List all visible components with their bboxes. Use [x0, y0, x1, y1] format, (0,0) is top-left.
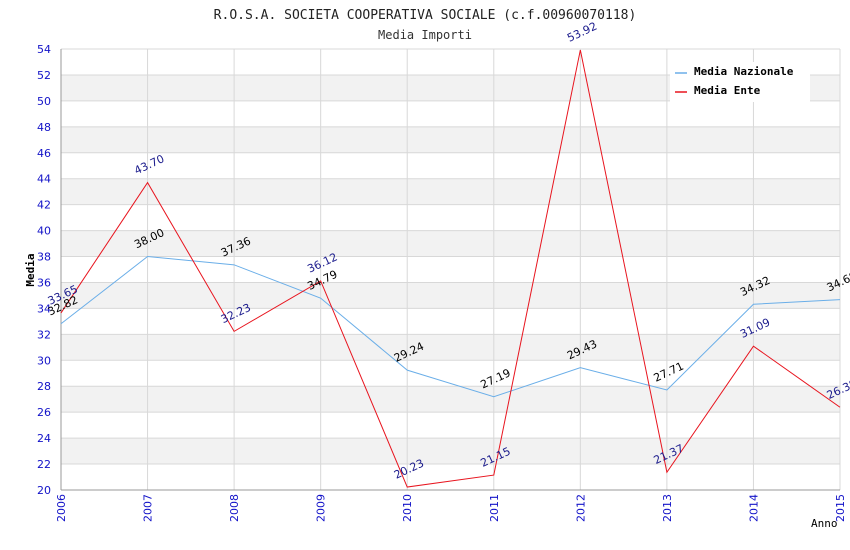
x-tick-label: 2009: [315, 494, 328, 522]
data-label-media-ente: 43.70: [132, 152, 166, 177]
y-axis-label: Media: [24, 253, 37, 286]
x-tick-label: 2013: [661, 494, 674, 522]
x-tick-label: 2014: [747, 494, 760, 522]
x-tick-label: 2012: [574, 494, 587, 522]
x-tick-label: 2006: [55, 494, 68, 522]
legend-box: [670, 62, 810, 102]
y-tick-label: 50: [37, 95, 51, 108]
grid-band: [61, 282, 840, 309]
data-label-media-ente: 53.92: [565, 20, 599, 45]
x-axis-label: Anno: [811, 517, 838, 530]
y-tick-label: 40: [37, 225, 51, 238]
y-tick-label: 48: [37, 121, 51, 134]
background-bands: [61, 74, 840, 465]
legend-label-media-nazionale: Media Nazionale: [694, 65, 794, 78]
gridlines: [60, 48, 841, 491]
grid-band: [61, 126, 840, 153]
y-tick-labels: 20 22 24 26 28 30 32 34 36 38 40 42 44 46 48 50 52 54: [37, 43, 51, 497]
chart-title: R.O.S.A. SOCIETA COOPERATIVA SOCIALE (c.…: [214, 8, 637, 23]
y-tick-label: 52: [37, 69, 51, 82]
y-tick-label: 32: [37, 328, 51, 341]
series-line-media-nazionale: [60, 256, 841, 398]
data-label-media-nazionale: 27.71: [652, 360, 686, 385]
x-tick-label: 2007: [142, 494, 155, 522]
grid-band: [61, 386, 840, 413]
series-lines: [60, 49, 841, 488]
data-label-media-ente: 26.38: [825, 377, 850, 402]
y-tick-label: 28: [37, 380, 51, 393]
x-tick-label: 2011: [488, 494, 501, 522]
y-tick-label: 36: [37, 276, 51, 289]
series-line-media-ente: [60, 49, 841, 488]
legend: Media Nazionale Media Ente: [670, 62, 810, 102]
y-tick-label: 46: [37, 147, 51, 160]
y-tick-label: 54: [37, 43, 51, 56]
y-tick-label: 20: [37, 484, 51, 497]
data-label-media-nazionale: 34.68: [825, 269, 850, 294]
y-tick-label: 44: [37, 173, 51, 186]
y-tick-label: 26: [37, 406, 51, 419]
legend-label-media-ente: Media Ente: [694, 84, 761, 97]
chart-subtitle: Media Importi: [378, 28, 472, 42]
y-tick-label: 34: [37, 302, 51, 315]
y-tick-label: 24: [37, 432, 51, 445]
grid-band: [61, 178, 840, 205]
x-tick-labels: 2006 2007 2008 2009 2010 2011 2012 2013 2014 2015: [55, 494, 847, 522]
x-tick-label: 2010: [401, 494, 414, 522]
y-tick-label: 30: [37, 354, 51, 367]
axes: [60, 49, 840, 491]
y-tick-label: 22: [37, 458, 51, 471]
grid-band: [61, 438, 840, 465]
y-tick-label: 42: [37, 199, 51, 212]
x-tick-label: 2008: [228, 494, 241, 522]
grid-band: [61, 334, 840, 361]
grid-band: [61, 230, 840, 257]
y-tick-label: 38: [37, 251, 51, 264]
x-tick-label: 2015: [834, 494, 847, 522]
